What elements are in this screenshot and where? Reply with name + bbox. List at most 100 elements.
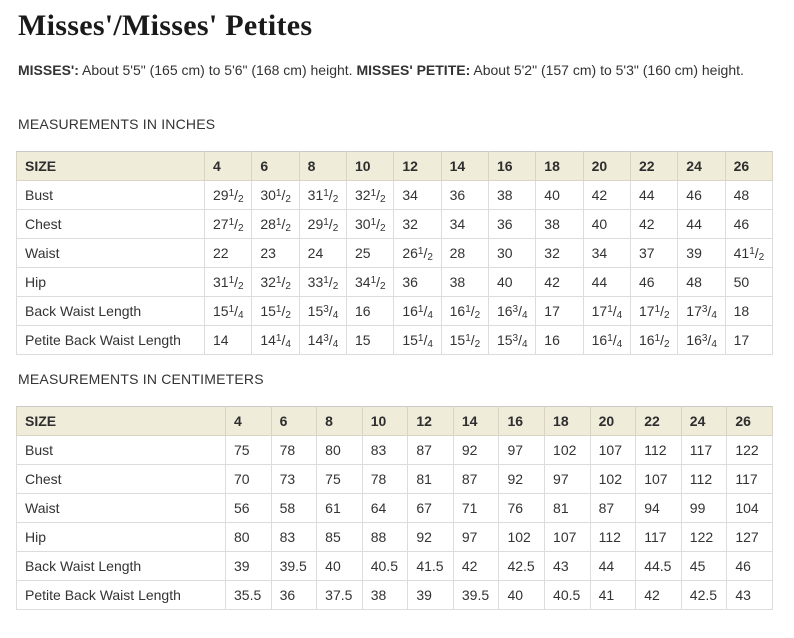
measurement-value-cell: 153/4 (487, 325, 537, 356)
measurement-value-cell: 44 (677, 209, 726, 240)
measurement-value-cell: 122 (726, 435, 773, 466)
measurement-row-label: Hip (16, 522, 226, 553)
measurement-value-cell: 41.5 (407, 551, 454, 582)
measurement-value-cell: 161/4 (582, 325, 631, 356)
fraction-numerator: 1 (228, 217, 235, 229)
measurement-value-cell: 41 (589, 580, 637, 611)
measurement-value-cell: 75 (316, 464, 363, 495)
fraction-denominator: 4 (285, 339, 291, 351)
measurement-value-cell: 311/2 (298, 180, 347, 211)
measurement-row: Back Waist Length 39 39.5 40 40.5 41.5 42 42.5 4… (16, 551, 773, 582)
measurement-value-cell: 38 (535, 209, 584, 240)
measurement-value-cell: 44 (582, 267, 631, 298)
measurement-row: Petite Back Waist Length 14 141/4 143/4 15 15… (16, 325, 774, 356)
measurement-value-cell: 61 (316, 493, 363, 524)
measurement-value-cell: 173/4 (677, 296, 726, 327)
measurement-value-cell: 36 (440, 180, 489, 211)
fraction-numerator: 1 (275, 188, 282, 200)
measurement-value-cell: 71 (452, 493, 500, 524)
measurement-value-cell: 32 (535, 238, 584, 269)
measurement-row-label: Back Waist Length (16, 551, 226, 582)
fraction-denominator: 4 (522, 339, 528, 351)
fraction-denominator: 4 (427, 339, 433, 351)
measurement-value-cell: 35.5 (225, 580, 272, 611)
size-header-cell: 16 (498, 406, 546, 437)
measurement-value-cell: 85 (316, 522, 363, 553)
measurement-value-cell: 78 (361, 464, 409, 495)
measurement-value-cell: 34 (582, 238, 631, 269)
measurement-row-label: Chest (16, 209, 205, 240)
measurement-value-cell: 15 (345, 325, 395, 356)
measurement-value-cell: 107 (544, 522, 591, 553)
size-column-label: SIZE (16, 151, 205, 182)
size-header-cell: 12 (407, 406, 454, 437)
measurement-value-cell: 34 (440, 209, 489, 240)
fraction-denominator: 4 (616, 310, 623, 322)
measurement-value-cell: 143/4 (298, 325, 347, 356)
measurement-value-cell: 45 (680, 551, 728, 582)
measurement-value-cell: 18 (724, 296, 774, 327)
fraction-denominator: 2 (380, 194, 386, 206)
measurement-value-cell: 81 (544, 493, 591, 524)
size-header-row: SIZE 4 6 8 10 12 14 16 18 20 22 24 26 (16, 151, 774, 182)
measurement-value-cell: 38 (440, 267, 489, 298)
fraction-denominator: 2 (332, 223, 339, 235)
fraction-denominator: 4 (332, 310, 339, 322)
fraction-numerator: 3 (512, 304, 519, 316)
measurement-value-cell: 43 (726, 580, 773, 611)
height-info-label: MISSES' PETITE: (356, 62, 471, 78)
measurement-row-label: Waist (16, 493, 226, 524)
size-header-cell: 4 (225, 406, 272, 437)
fraction-numerator: 3 (701, 304, 708, 316)
measurement-value-cell: 117 (726, 464, 773, 495)
fraction-numerator: 1 (370, 217, 377, 229)
measurement-value-cell: 151/2 (440, 325, 489, 356)
measurement-value-cell: 44 (629, 180, 679, 211)
measurement-value-cell: 104 (726, 493, 773, 524)
measurement-value-cell: 151/2 (251, 296, 300, 327)
fraction-numerator: 1 (323, 188, 329, 200)
fraction-denominator: 4 (427, 310, 433, 322)
measurement-value-cell: 75 (225, 435, 272, 466)
fraction-denominator: 4 (711, 339, 717, 351)
fraction-denominator: 4 (238, 310, 244, 322)
measurement-value-cell: 87 (407, 435, 454, 466)
measurement-value-cell: 161/2 (629, 325, 679, 356)
measurement-value-cell: 151/4 (203, 296, 253, 327)
fraction-numerator: 1 (228, 275, 235, 287)
fraction-numerator: 3 (323, 333, 329, 345)
measurement-value-cell: 97 (452, 522, 500, 553)
measurement-value-cell: 42 (629, 209, 679, 240)
measurement-value-cell: 40 (487, 267, 537, 298)
fraction-denominator: 2 (285, 281, 291, 293)
measurement-value-cell: 291/2 (203, 180, 253, 211)
height-info-label: MISSES': (18, 62, 79, 78)
height-info: MISSES': About 5'5" (165 cm) to 5'6" (16… (18, 60, 773, 80)
measurement-value-cell: 92 (407, 522, 454, 553)
size-header-cell: 16 (487, 151, 537, 182)
section-heading-inches: MEASUREMENTS IN INCHES (18, 116, 216, 133)
size-header-cell: 22 (629, 151, 679, 182)
measurement-value-cell: 99 (680, 493, 728, 524)
fraction-numerator: 3 (701, 333, 708, 345)
measurement-value-cell: 102 (498, 522, 546, 553)
measurement-value-cell: 301/2 (251, 180, 300, 211)
measurement-value-cell: 81 (407, 464, 454, 495)
measurement-value-cell: 17 (724, 325, 774, 356)
measurement-value-cell: 127 (726, 522, 773, 553)
size-header-cell: 8 (316, 406, 363, 437)
size-header-cell: 14 (452, 406, 500, 437)
measurement-value-cell: 39 (677, 238, 726, 269)
measurement-value-cell: 46 (726, 551, 773, 582)
measurement-value-cell: 163/4 (487, 296, 537, 327)
measurement-value-cell: 112 (680, 464, 728, 495)
measurement-row-label: Back Waist Length (16, 296, 205, 327)
measurement-value-cell: 102 (589, 464, 637, 495)
measurement-value-cell: 42 (582, 180, 631, 211)
measurement-value-cell: 151/4 (393, 325, 442, 356)
fraction-denominator: 4 (711, 310, 717, 322)
fraction-numerator: 1 (370, 188, 377, 200)
measurement-value-cell: 117 (635, 522, 682, 553)
measurement-value-cell: 58 (270, 493, 318, 524)
measurement-value-cell: 141/4 (251, 325, 300, 356)
